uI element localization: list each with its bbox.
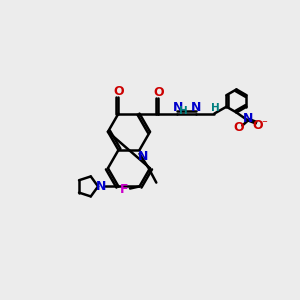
- Text: N: N: [138, 150, 148, 163]
- Text: H: H: [179, 106, 188, 116]
- Text: N: N: [172, 101, 183, 114]
- Text: ⁻: ⁻: [261, 119, 267, 129]
- Text: O: O: [113, 85, 124, 98]
- Text: O: O: [153, 85, 164, 99]
- Text: N: N: [191, 101, 202, 114]
- Text: O: O: [253, 118, 263, 132]
- Text: N: N: [243, 112, 253, 125]
- Text: F: F: [119, 183, 128, 196]
- Text: O: O: [234, 121, 244, 134]
- Text: H: H: [211, 103, 220, 113]
- Text: N: N: [95, 180, 106, 193]
